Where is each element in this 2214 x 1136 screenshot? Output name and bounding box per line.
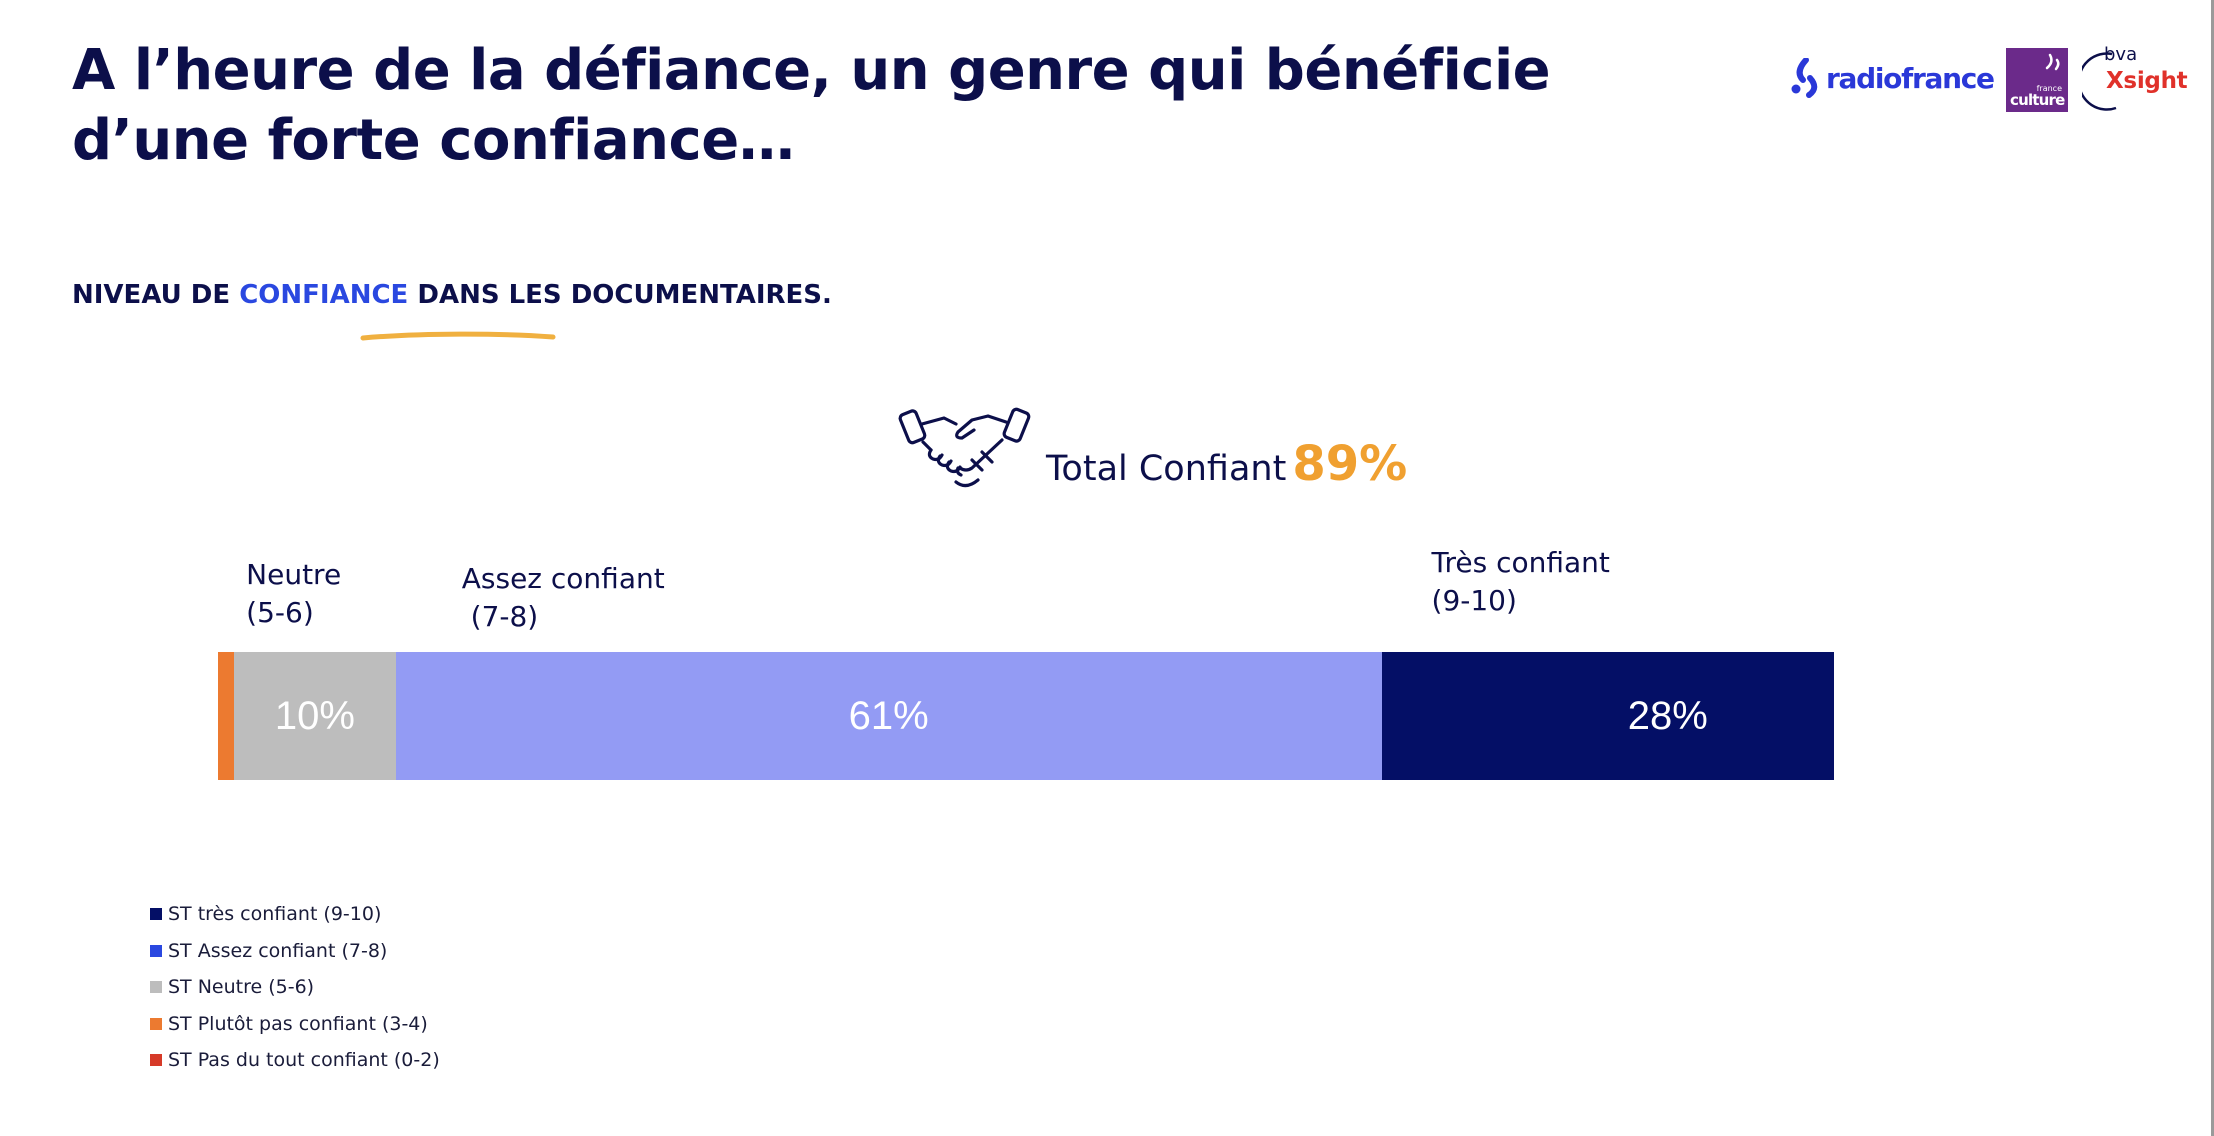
bar-value-assez: 61% <box>848 694 929 738</box>
franceculture-logo: france culture <box>2006 48 2068 112</box>
bar-segment-tres <box>1381 652 1834 780</box>
legend-label: ST Neutre (5-6) <box>168 976 315 999</box>
bar-value-tres: 28% <box>1627 694 1708 738</box>
bar-value-neutre: 10% <box>274 694 355 738</box>
total-confiant-label: Total Confiant 89% <box>1046 436 1407 492</box>
underline-swoosh-icon <box>360 331 556 341</box>
chart-subtitle: NIVEAU DE CONFIANCE DANS LES DOCUMENTAIR… <box>72 280 832 310</box>
bar-segment-assez <box>395 652 1382 780</box>
handshake-icon <box>898 407 1031 488</box>
radiofrance-mark-icon <box>1791 58 1818 98</box>
legend-item: ST Neutre (5-6) <box>150 969 440 1006</box>
bva-xsight-logo: bva Xsight <box>2082 44 2188 111</box>
slide-edge <box>2211 0 2214 1136</box>
slide-title: A l’heure de la défiance, un genre qui b… <box>72 38 1551 173</box>
legend-swatch <box>150 1017 162 1030</box>
subtitle-accent: CONFIANCE <box>239 280 409 310</box>
segment-label-tres: Très confiant (9-10) <box>1431 546 1610 617</box>
xsight-text: Xsight <box>2106 68 2188 94</box>
franceculture-small: france <box>2036 84 2062 93</box>
legend-label: ST Pas du tout confiant (0-2) <box>168 1049 440 1072</box>
legend-item: ST Pas du tout confiant (0-2) <box>150 1042 440 1079</box>
bar-segment-neutre <box>234 652 396 780</box>
legend-swatch <box>150 981 162 994</box>
radiofrance-logo: radiofrance <box>1790 56 1995 100</box>
legend-label: ST Plutôt pas confiant (3-4) <box>168 1012 428 1035</box>
subtitle-prefix: NIVEAU DE <box>72 280 240 310</box>
radiofrance-wordmark: radiofrance <box>1826 61 1995 95</box>
bar-segment-plutot_pas <box>218 652 235 780</box>
segment-label-assez: Assez confiant (7-8) <box>461 562 665 633</box>
total-confiant: Total Confiant 89% <box>898 398 1418 498</box>
bva-text: bva <box>2104 44 2138 65</box>
legend-item: ST Assez confiant (7-8) <box>150 933 440 970</box>
franceculture-name: culture <box>2010 91 2065 109</box>
legend-swatch <box>150 908 162 921</box>
segment-label-neutre: Neutre (5-6) <box>246 558 342 629</box>
stacked-bar: 10% 61% 28% <box>218 652 1834 780</box>
logo-group: radiofrance france culture bva Xsight <box>1790 44 2190 124</box>
subtitle-suffix: DANS LES DOCUMENTAIRES. <box>408 280 832 310</box>
legend-item: ST Plutôt pas confiant (3-4) <box>150 1006 440 1043</box>
legend-swatch <box>150 1054 162 1067</box>
chart-legend: ST très confiant (9-10) ST Assez confiant… <box>150 896 440 1079</box>
legend-swatch <box>150 944 162 957</box>
total-value: 89% <box>1292 436 1408 492</box>
bva-arc-icon <box>2082 52 2117 111</box>
legend-label: ST très confiant (9-10) <box>168 903 382 926</box>
legend-label: ST Assez confiant (7-8) <box>168 939 388 962</box>
legend-item: ST très confiant (9-10) <box>150 896 440 933</box>
total-label-text: Total Confiant <box>1046 449 1287 489</box>
franceculture-mark-icon <box>2045 53 2060 71</box>
